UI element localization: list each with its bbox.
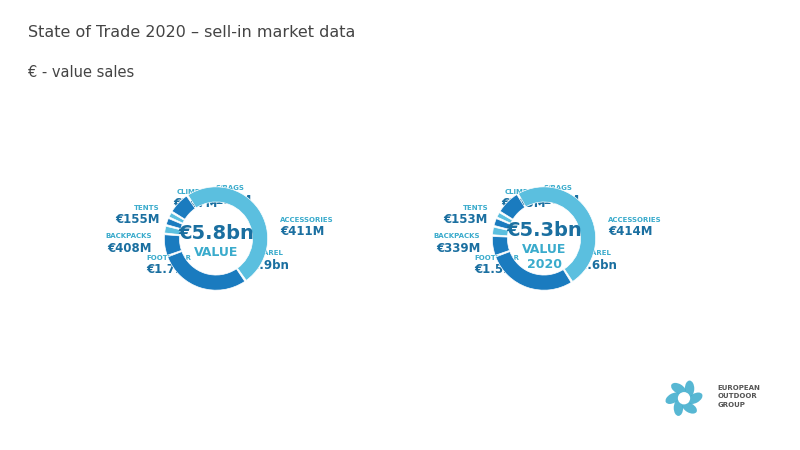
Ellipse shape [674, 400, 683, 416]
Text: OUTDOOR: OUTDOOR [718, 393, 758, 400]
Text: €155M: €155M [115, 213, 160, 226]
Wedge shape [166, 219, 182, 229]
Ellipse shape [671, 383, 686, 394]
Wedge shape [494, 219, 510, 229]
Text: TENTS: TENTS [134, 205, 160, 211]
Text: CLIMBING: CLIMBING [505, 189, 543, 195]
Text: S/BAGS: S/BAGS [215, 185, 244, 191]
Text: €114M: €114M [207, 194, 252, 207]
Ellipse shape [666, 392, 680, 404]
Wedge shape [500, 194, 525, 219]
Text: €5.3bn: €5.3bn [506, 221, 582, 240]
Wedge shape [518, 187, 596, 282]
Text: €107M: €107M [535, 194, 579, 207]
Text: FOOTWEAR: FOOTWEAR [474, 255, 519, 261]
Text: S/BAGS: S/BAGS [543, 185, 572, 191]
Wedge shape [492, 237, 510, 255]
Wedge shape [168, 252, 245, 290]
Wedge shape [164, 235, 182, 255]
Text: TENTS: TENTS [462, 205, 488, 211]
Text: € - value sales: € - value sales [28, 65, 134, 80]
Text: State of Trade 2020 – sell-in market data: State of Trade 2020 – sell-in market dat… [28, 25, 355, 40]
Text: APPAREL: APPAREL [249, 250, 284, 256]
Wedge shape [496, 252, 571, 290]
Circle shape [678, 393, 690, 404]
Text: EUROPEAN: EUROPEAN [718, 385, 761, 392]
Text: CLIMBING: CLIMBING [177, 189, 215, 195]
Text: VALUE: VALUE [522, 243, 566, 256]
Wedge shape [188, 187, 268, 280]
Text: €408M: €408M [108, 242, 152, 255]
Text: ACCESSORIES: ACCESSORIES [280, 217, 334, 223]
Text: APPAREL: APPAREL [577, 250, 612, 256]
Wedge shape [493, 227, 508, 236]
Text: FOOTWEAR: FOOTWEAR [146, 255, 191, 261]
Wedge shape [165, 226, 181, 234]
Text: €414M: €414M [608, 225, 652, 238]
Text: €5.8bn: €5.8bn [178, 224, 254, 243]
Text: GROUP: GROUP [718, 401, 746, 408]
Text: BACKPACKS: BACKPACKS [106, 234, 152, 239]
Text: BACKPACKS: BACKPACKS [434, 234, 480, 239]
Wedge shape [172, 196, 195, 219]
Text: €145M: €145M [502, 198, 546, 211]
Text: €339M: €339M [436, 242, 480, 255]
Text: €1.5bn: €1.5bn [474, 263, 520, 276]
Text: 2020: 2020 [526, 258, 562, 271]
Text: €147M: €147M [174, 198, 218, 211]
Text: ACCESSORIES: ACCESSORIES [608, 217, 662, 223]
Wedge shape [497, 213, 512, 223]
Text: €1.7bn: €1.7bn [146, 263, 192, 276]
Text: €411M: €411M [280, 225, 324, 238]
Text: VALUE: VALUE [194, 246, 238, 259]
Text: €2.6bn: €2.6bn [571, 259, 618, 271]
Ellipse shape [688, 392, 702, 404]
Ellipse shape [685, 381, 694, 396]
Text: €2.9bn: €2.9bn [243, 259, 290, 271]
Wedge shape [169, 213, 184, 223]
Text: €153M: €153M [444, 213, 488, 226]
Ellipse shape [682, 402, 697, 414]
